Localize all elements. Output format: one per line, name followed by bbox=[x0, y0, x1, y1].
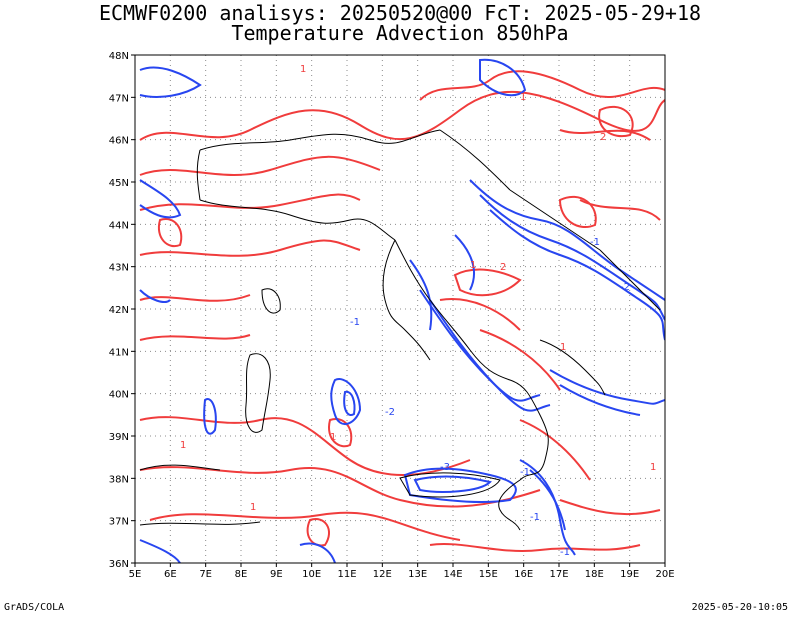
contour-value-label: -2 bbox=[620, 282, 630, 293]
lon-tick-label: 17E bbox=[549, 569, 568, 580]
lat-tick-label: 40N bbox=[109, 390, 129, 401]
lon-tick-label: 5E bbox=[129, 569, 142, 580]
footer-timestamp: 2025-05-20-10:05 bbox=[691, 602, 788, 613]
lon-tick-label: 19E bbox=[620, 569, 639, 580]
contour-value-label: 1 bbox=[250, 502, 256, 513]
lat-tick-label: 37N bbox=[109, 517, 129, 528]
lon-tick-label: 16E bbox=[514, 569, 533, 580]
lat-tick-label: 46N bbox=[109, 136, 129, 147]
lat-tick-label: 38N bbox=[109, 474, 129, 485]
warm-advection-contours bbox=[139, 70, 665, 552]
contour-value-label: 1 bbox=[470, 260, 476, 271]
lon-tick-label: 18E bbox=[585, 569, 604, 580]
chart-subtitle: Temperature Advection 850hPa bbox=[231, 21, 569, 45]
lat-tick-label: 36N bbox=[109, 559, 129, 570]
lon-tick-label: 9E bbox=[270, 569, 283, 580]
lat-tick-label: 44N bbox=[109, 220, 129, 231]
lat-tick-label: 47N bbox=[109, 93, 129, 104]
lon-tick-label: 12E bbox=[373, 569, 392, 580]
contour-value-label: -1 bbox=[350, 317, 360, 328]
contour-value-label: 1 bbox=[330, 432, 336, 443]
lon-tick-label: 10E bbox=[302, 569, 321, 580]
contour-value-label: 1 bbox=[560, 342, 566, 353]
map-axes: 5E 6E 7E 8E 9E 10E 11E 12E 13E 14E 15E 16E 17E 18E 19E… bbox=[109, 51, 675, 580]
chart-title: ECMWF0200 analisys: 20250520@00 FcT: 202… bbox=[98, 1, 702, 25]
contour-value-label: 2 bbox=[600, 132, 606, 143]
lon-tick-label: 15E bbox=[479, 569, 498, 580]
lat-tick-label: 39N bbox=[109, 432, 129, 443]
contour-value-label: 1 bbox=[300, 64, 306, 75]
lat-tick-label: 45N bbox=[109, 178, 129, 189]
lat-tick-label: 42N bbox=[109, 305, 129, 316]
lat-tick-label: 41N bbox=[109, 347, 129, 358]
map-field-layer bbox=[135, 55, 665, 563]
footer-credit: GrADS/COLA bbox=[4, 602, 65, 613]
lon-tick-label: 8E bbox=[235, 569, 248, 580]
contour-value-label: 1 bbox=[180, 440, 186, 451]
lon-tick-label: 20E bbox=[655, 569, 674, 580]
lon-tick-label: 14E bbox=[443, 569, 462, 580]
contour-value-label: -1 bbox=[560, 547, 570, 558]
contour-value-label: -1 bbox=[530, 512, 540, 523]
contour-value-label: -1 bbox=[520, 467, 530, 478]
contour-value-label: 2 bbox=[500, 262, 506, 273]
contour-value-label: -2 bbox=[385, 407, 395, 418]
lat-tick-label: 43N bbox=[109, 263, 129, 274]
lon-tick-label: 13E bbox=[408, 569, 427, 580]
contour-value-label: 1 bbox=[650, 462, 656, 473]
coastline-borders bbox=[139, 129, 661, 531]
cold-advection-contours bbox=[139, 58, 665, 563]
contour-value-label: -1 bbox=[590, 237, 600, 248]
lon-tick-label: 6E bbox=[164, 569, 177, 580]
contour-value-label: 1 bbox=[520, 92, 526, 103]
lat-tick-label: 48N bbox=[109, 51, 129, 62]
lon-tick-label: 7E bbox=[199, 569, 212, 580]
contour-value-label: -3 bbox=[440, 462, 450, 473]
lon-tick-label: 11E bbox=[337, 569, 356, 580]
